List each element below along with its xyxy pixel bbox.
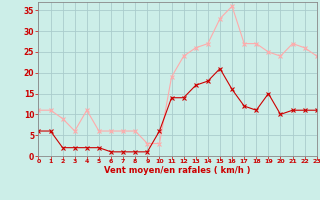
X-axis label: Vent moyen/en rafales ( km/h ): Vent moyen/en rafales ( km/h ) (104, 166, 251, 175)
